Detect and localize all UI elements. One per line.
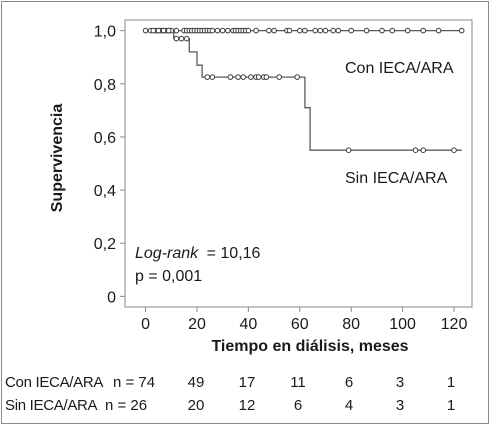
censor-mark-con	[266, 27, 272, 34]
logrank-label: Log-rank	[135, 245, 199, 262]
risk-cell: 12	[238, 397, 256, 414]
censor-mark-sin	[345, 147, 352, 153]
censor-mark-con	[389, 27, 396, 34]
censor-mark-sin	[209, 74, 216, 80]
risk-cell: 1	[446, 397, 456, 414]
y-tick-label: 0	[107, 289, 116, 306]
censor-mark-con	[142, 27, 149, 34]
x-tick-label: 60	[291, 316, 309, 333]
risk-cell: 49	[187, 374, 205, 391]
censor-mark-sin	[204, 74, 211, 80]
x-tick-label: 120	[441, 316, 468, 333]
risk-cell: 3	[395, 374, 405, 391]
logrank-value: = 10,16	[207, 245, 261, 262]
censor-mark-sin	[294, 74, 301, 80]
censor-mark-con	[435, 27, 442, 34]
censor-mark-con	[253, 27, 259, 34]
x-tick-label: 100	[389, 316, 416, 333]
censor-mark-con	[209, 27, 216, 34]
risk-cell: 6	[344, 374, 354, 391]
y-axis-label: Supervivencia	[49, 104, 66, 213]
legend-label-sin: Sin IECA/ARA	[345, 170, 448, 187]
censor-mark-con	[330, 27, 337, 34]
censor-mark-sin	[263, 74, 270, 80]
censor-mark-sin	[155, 27, 162, 34]
series-lines	[145, 29, 462, 151]
censor-mark-con	[302, 27, 308, 34]
series-line-sin	[145, 29, 462, 151]
x-tick-label: 20	[188, 316, 206, 333]
risk-table: Con IECA/ARA n = 74 49 17 11 6 3 1 Sin I…	[0, 372, 492, 420]
censor-mark-sin	[150, 27, 157, 34]
x-tick-label: 0	[141, 316, 150, 333]
censor-mark-sin	[183, 35, 190, 42]
x-axis-label: Tiempo en diálisis, meses	[211, 338, 408, 355]
risk-cell: 17	[238, 374, 256, 391]
x-tick-label: 80	[342, 316, 360, 333]
risk-row-n: n = 26	[105, 397, 148, 414]
y-tick-label: 0,6	[94, 130, 116, 147]
risk-cell: 6	[293, 397, 303, 414]
censor-mark-con	[458, 27, 465, 34]
risk-cell: 20	[187, 397, 205, 414]
censor-mark-sin	[412, 147, 419, 153]
censor-mark-sin	[235, 74, 241, 80]
censor-mark-con	[297, 27, 303, 34]
censor-mark-sin	[227, 74, 234, 80]
censor-mark-sin	[451, 147, 457, 153]
y-tick-label: 1,0	[94, 24, 116, 41]
y-tick-label: 0,2	[94, 236, 116, 253]
p-value-annotation: p = 0,001	[135, 268, 202, 285]
legend-label-con: Con IECA/ARA	[345, 60, 454, 77]
risk-row-label: Sin IECA/ARA	[5, 397, 98, 414]
censor-mark-con	[379, 27, 385, 34]
risk-row-label: Con IECA/ARA	[5, 374, 104, 391]
risk-row-n: n = 74	[113, 374, 156, 391]
censor-mark-con	[420, 27, 427, 34]
x-tick-label: 40	[239, 316, 257, 333]
censor-mark-sin	[160, 27, 167, 34]
censor-mark-con	[363, 27, 370, 34]
risk-cell: 1	[446, 374, 456, 391]
censor-mark-con	[219, 27, 226, 34]
censor-mark-con	[312, 27, 319, 34]
censor-mark-con	[225, 27, 231, 34]
y-axis-ticks: 0 0,2 0,4 0,6 0,8 1,0	[94, 24, 125, 306]
censor-mark-sin	[173, 35, 180, 42]
censor-mark-con	[348, 27, 355, 34]
risk-cell: 4	[344, 397, 354, 414]
censor-mark-sin	[255, 74, 262, 80]
y-tick-label: 0,8	[94, 77, 116, 94]
censor-mark-con	[317, 27, 324, 34]
censor-mark-con	[214, 27, 221, 34]
censor-marks	[142, 27, 465, 153]
censor-mark-con	[245, 27, 252, 34]
censor-mark-con	[173, 27, 180, 34]
risk-cell: 3	[395, 397, 405, 414]
censor-mark-con	[271, 27, 277, 34]
x-axis-ticks: 0 20 40 60 80 100 120	[141, 307, 467, 333]
censor-mark-sin	[420, 147, 427, 153]
censor-mark-sin	[276, 74, 283, 80]
censor-mark-con	[335, 27, 342, 34]
censor-mark-sin	[248, 74, 254, 80]
censor-mark-sin	[240, 74, 246, 80]
censor-mark-con	[404, 27, 411, 34]
censor-mark-sin	[178, 35, 185, 42]
plot-area-border	[124, 19, 473, 308]
y-tick-label: 0,4	[94, 183, 116, 200]
risk-cell: 11	[290, 374, 306, 391]
censor-mark-sin	[165, 27, 172, 34]
logrank-annotation: Log-rank = 10,16	[135, 245, 261, 262]
survival-chart: 0 0,2 0,4 0,6 0,8 1,0 0 20 40 60 80 100 120 Tiempo …	[49, 19, 473, 355]
censor-mark-con	[322, 27, 329, 34]
censor-mark-con	[286, 27, 293, 34]
